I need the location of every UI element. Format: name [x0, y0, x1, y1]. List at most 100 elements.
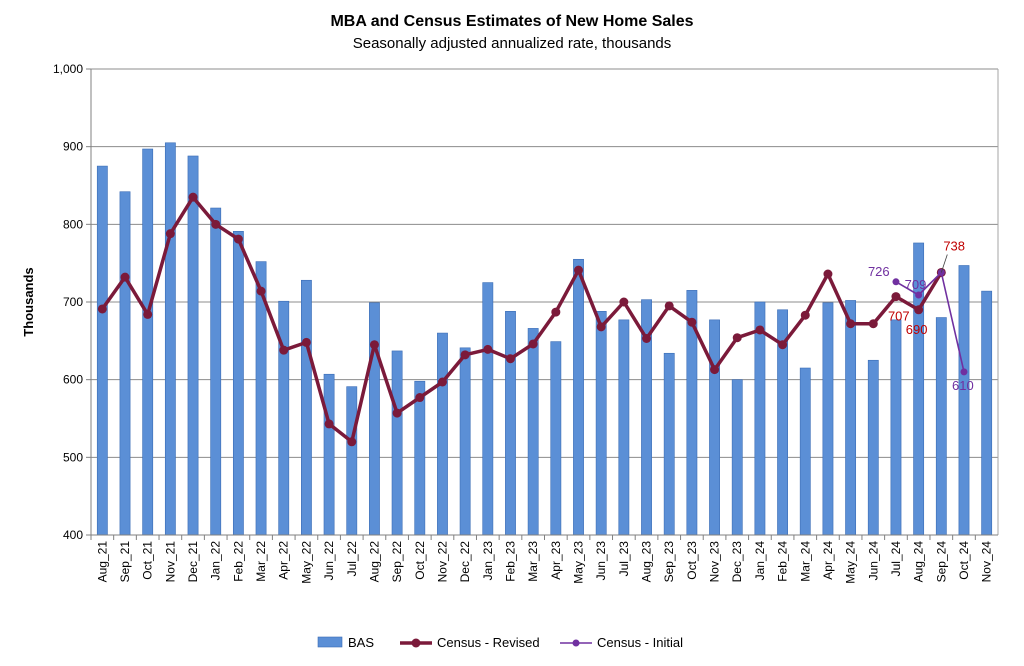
bar-Oct_22 [414, 380, 426, 536]
legend-marker-census-revised [411, 638, 421, 648]
gridlines [91, 68, 998, 536]
bar-Jul_22 [346, 386, 358, 536]
bar-Jan_23 [482, 282, 494, 536]
data-label-Sep_24: 738 [943, 238, 965, 253]
point-census-revised-Jul_22 [347, 437, 357, 447]
x-tick-label: Sep_23 [662, 541, 676, 583]
point-census-revised-Mar_24 [800, 310, 810, 320]
bar-Jul_24 [890, 319, 902, 536]
x-tick-label: Sep_21 [118, 541, 132, 583]
bar-series [96, 142, 993, 536]
x-tick-label: Jun_24 [866, 541, 880, 581]
bar-Jun_24 [867, 359, 879, 536]
bar-Sep_24 [935, 317, 947, 536]
x-tick-label: Nov_24 [980, 541, 994, 583]
x-tick-label: Dec_21 [186, 541, 200, 583]
x-tick-label: Jul_23 [617, 541, 631, 577]
point-census-revised-Aug_23 [642, 334, 652, 344]
point-census-revised-May_23 [574, 265, 584, 275]
legend-label-census-revised: Census - Revised [437, 635, 540, 650]
point-census-revised-Feb_23 [505, 354, 515, 364]
chart-title: MBA and Census Estimates of New Home Sal… [330, 13, 693, 30]
bar-Mar_24 [799, 367, 811, 536]
x-tick-label: Aug_24 [912, 541, 926, 583]
x-tick-label: Oct_22 [413, 541, 427, 580]
bar-Jul_23 [618, 319, 630, 536]
x-tick-label: Jun_23 [594, 541, 608, 581]
data-label-Aug_24: 709 [905, 277, 927, 292]
y-tick-label: 900 [63, 140, 83, 154]
bar-Aug_21 [96, 165, 108, 536]
x-tick-label: Mar_22 [254, 541, 268, 582]
point-census-revised-May_24 [846, 319, 856, 329]
bar-Oct_21 [142, 148, 154, 536]
x-tick-label: Oct_23 [685, 541, 699, 580]
bar-Nov_24 [981, 290, 993, 536]
data-label-Oct_24: 610 [952, 378, 974, 393]
bar-Apr_24 [822, 302, 834, 536]
point-census-revised-Jun_24 [868, 319, 878, 329]
x-tick-label: Mar_23 [526, 541, 540, 582]
bar-May_23 [573, 258, 584, 536]
y-tick-label: 800 [63, 217, 83, 231]
point-census-revised-Jul_24 [891, 292, 901, 302]
point-census-revised-Jun_22 [324, 419, 334, 429]
point-census-revised-Jun_23 [596, 322, 606, 332]
bar-Oct_24 [958, 265, 970, 536]
point-census-revised-Oct_22 [415, 393, 425, 403]
legend-label-census-initial: Census - Initial [597, 635, 683, 650]
x-tick-label: Jan_24 [753, 541, 767, 581]
x-tick-label: Aug_21 [95, 541, 109, 583]
x-tick-label: Jan_23 [481, 541, 495, 581]
point-census-revised-Dec_21 [188, 192, 198, 202]
point-census-revised-Apr_23 [551, 307, 561, 317]
x-tick-label: Oct_21 [141, 541, 155, 580]
legend-swatch-bas [317, 636, 343, 648]
point-census-revised-Feb_22 [233, 234, 243, 244]
point-census-revised-Aug_21 [97, 304, 107, 314]
point-census-revised-Apr_24 [823, 269, 833, 279]
y-tick-label: 400 [63, 528, 83, 542]
x-tick-label: Nov_22 [435, 541, 449, 583]
point-census-revised-Nov_21 [165, 229, 175, 239]
x-tick-label: Sep_24 [934, 541, 948, 583]
point-census-initial-Jul_24 [892, 278, 900, 286]
point-census-revised-Oct_21 [143, 309, 153, 319]
series-line-census-revised [100, 195, 943, 444]
x-tick-label: Jul_24 [889, 541, 903, 577]
point-census-revised-Aug_22 [369, 340, 379, 350]
bar-Nov_21 [164, 142, 176, 536]
bar-Jan_24 [754, 301, 766, 536]
point-census-revised-Jan_23 [483, 344, 493, 354]
bar-Dec_22 [459, 347, 471, 536]
bar-May_22 [301, 279, 312, 536]
x-tick-label: Jul_22 [345, 541, 359, 577]
label-leader-line [940, 254, 948, 273]
y-axis-ticks: 400 500 600 700 800 900 1,000 [53, 62, 91, 542]
x-tick-label: Jan_22 [209, 541, 223, 581]
bar-Mar_23 [527, 328, 539, 536]
bar-Sep_22 [391, 350, 403, 536]
point-census-initial-Aug_24 [915, 291, 923, 299]
data-label-Aug_24: 690 [906, 322, 928, 337]
point-census-revised-Mar_23 [528, 339, 538, 349]
point-census-revised-Sep_21 [120, 272, 130, 282]
x-tick-label: Mar_24 [798, 541, 812, 582]
bar-Sep_21 [119, 191, 131, 536]
point-census-revised-Apr_22 [279, 345, 289, 355]
bar-Dec_21 [187, 155, 199, 536]
x-tick-label: May_22 [299, 541, 313, 584]
x-tick-label: Dec_23 [730, 541, 744, 583]
point-census-revised-May_22 [301, 337, 311, 347]
x-tick-label: Feb_23 [503, 541, 517, 582]
x-tick-label: Nov_23 [708, 541, 722, 583]
x-tick-label: Feb_22 [231, 541, 245, 582]
x-tick-label: Nov_21 [163, 541, 177, 583]
point-census-revised-Mar_22 [256, 286, 266, 296]
bar-Nov_23 [709, 319, 720, 536]
x-axis-ticks: Aug_21 Sep_21 Oct_21 Nov_21 Dec_21 Jan_22 Feb_… [90, 535, 994, 584]
bar-Jun_23 [595, 311, 607, 536]
data-label-Jul_24: 707 [888, 309, 910, 324]
series-line-census-initial [895, 271, 965, 373]
